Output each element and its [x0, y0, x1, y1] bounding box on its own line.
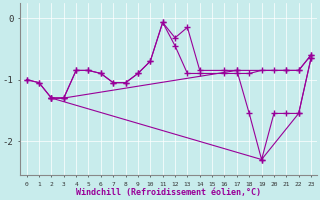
X-axis label: Windchill (Refroidissement éolien,°C): Windchill (Refroidissement éolien,°C) [76, 188, 261, 197]
